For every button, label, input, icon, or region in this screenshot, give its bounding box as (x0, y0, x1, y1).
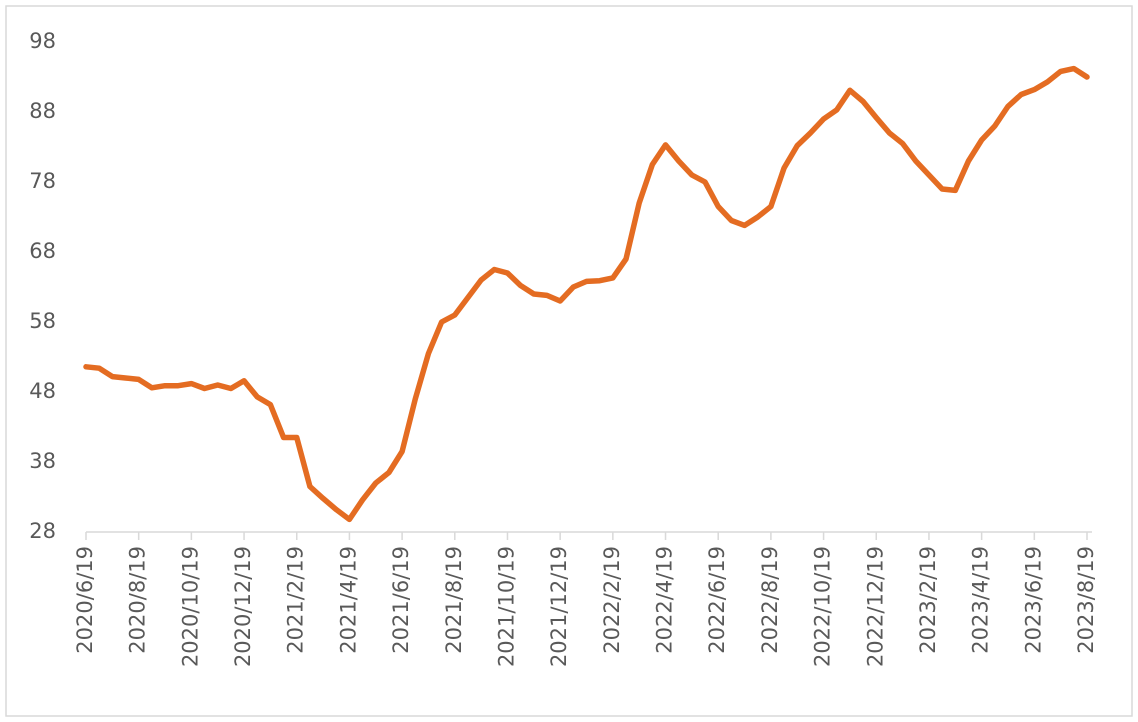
x-tick-label: 2020/6/19 (73, 546, 97, 654)
x-tick-label: 2020/10/19 (178, 546, 202, 667)
x-tick-label: 2021/2/19 (284, 546, 308, 654)
x-tick-label: 2021/8/19 (442, 546, 466, 654)
x-tick-label: 2023/2/19 (916, 546, 940, 654)
y-tick-label: 28 (29, 519, 56, 543)
x-tick-label: 2023/4/19 (969, 546, 993, 654)
x-tick-label: 2021/10/19 (494, 546, 518, 667)
y-tick-label: 88 (29, 99, 56, 123)
y-tick-label: 38 (29, 449, 56, 473)
x-tick-label: 2023/8/19 (1074, 546, 1098, 654)
x-tick-label: 2022/4/19 (653, 546, 677, 654)
x-tick-label: 2022/10/19 (811, 546, 835, 667)
x-tick-label: 2020/8/19 (126, 546, 150, 654)
y-tick-label: 58 (29, 309, 56, 333)
x-tick-label: 2022/12/19 (863, 546, 887, 667)
x-tick-label: 2022/2/19 (600, 546, 624, 654)
y-tick-label: 48 (29, 379, 56, 403)
y-tick-label: 78 (29, 169, 56, 193)
y-tick-label: 98 (29, 29, 56, 53)
x-tick-label: 2021/4/19 (336, 546, 360, 654)
data-line (83, 65, 1090, 523)
x-tick-label: 2022/8/19 (758, 546, 782, 654)
y-tick-label: 68 (29, 239, 56, 263)
x-tick-label: 2021/6/19 (389, 546, 413, 654)
chart-frame (5, 5, 1133, 717)
x-tick-label: 2023/6/19 (1021, 546, 1045, 654)
x-tick-label: 2022/6/19 (705, 546, 729, 654)
x-tick-label: 2020/12/19 (231, 546, 255, 667)
x-tick-label: 2021/12/19 (547, 546, 571, 667)
